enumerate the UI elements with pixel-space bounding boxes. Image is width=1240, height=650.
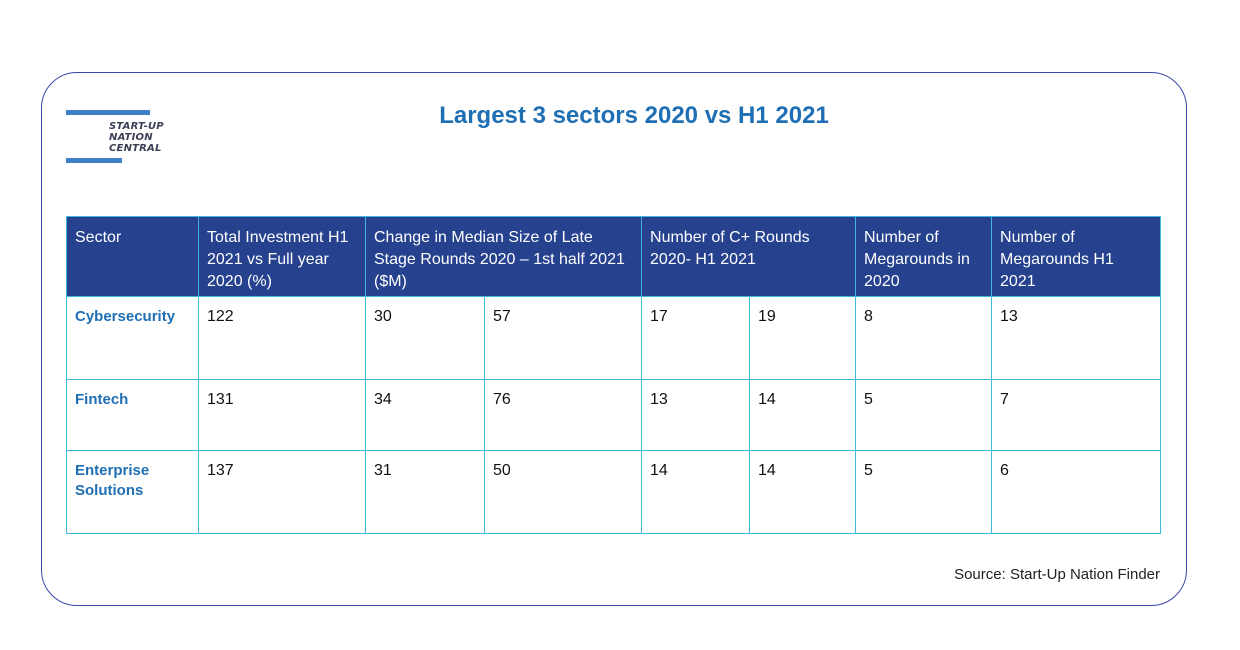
header-c-plus-rounds: Number of C+ Rounds 2020- H1 2021 xyxy=(641,216,857,297)
source-note: Source: Start-Up Nation Finder xyxy=(954,566,1160,583)
startup-nation-central-logo: START-UP NATION CENTRAL xyxy=(66,110,186,166)
table-cell: 14 xyxy=(641,450,751,534)
table-cell: 19 xyxy=(749,296,857,380)
logo-bar-top xyxy=(66,110,150,115)
sectors-table: Sector Total Investment H1 2021 vs Full … xyxy=(66,216,1162,534)
table-cell: 13 xyxy=(641,379,751,451)
header-median-size-change: Change in Median Size of Late Stage Roun… xyxy=(364,216,643,297)
table-cell: 76 xyxy=(483,379,643,451)
table-cell: 30 xyxy=(365,296,485,380)
sector-cell: Enterprise Solutions xyxy=(66,450,199,534)
logo-line-2: NATION xyxy=(109,132,153,143)
table-row: Cybersecurity 122 30 57 17 19 8 13 xyxy=(66,296,1162,380)
table-cell: 13 xyxy=(991,296,1162,380)
table-cell: 17 xyxy=(641,296,751,380)
table-cell: 6 xyxy=(991,450,1162,534)
table-cell: 14 xyxy=(749,379,857,451)
table-cell: 8 xyxy=(855,296,993,380)
sector-cell: Fintech xyxy=(66,379,199,451)
table-cell: 131 xyxy=(198,379,366,451)
table-cell: 34 xyxy=(365,379,485,451)
header-megarounds-h1-2021: Number of Megarounds H1 2021 xyxy=(991,216,1162,297)
chart-title: Largest 3 sectors 2020 vs H1 2021 xyxy=(439,102,829,129)
table-cell: 31 xyxy=(365,450,485,534)
logo-line-3: CENTRAL xyxy=(109,143,162,154)
logo-bar-bottom xyxy=(66,158,122,163)
table-cell: 7 xyxy=(991,379,1162,451)
header-total-investment: Total Investment H1 2021 vs Full year 20… xyxy=(198,216,366,297)
table-cell: 14 xyxy=(749,450,857,534)
table-cell: 50 xyxy=(483,450,643,534)
table-cell: 5 xyxy=(855,450,993,534)
header-megarounds-2020: Number of Megarounds in 2020 xyxy=(855,216,993,297)
table-cell: 137 xyxy=(198,450,366,534)
table-row: Enterprise Solutions 137 31 50 14 14 5 6 xyxy=(66,450,1162,534)
table-cell: 5 xyxy=(855,379,993,451)
logo-text: START-UP NATION CENTRAL xyxy=(109,121,164,154)
logo-line-1: START-UP xyxy=(109,121,164,132)
header-row: Sector Total Investment H1 2021 vs Full … xyxy=(66,216,1162,297)
header-sector: Sector xyxy=(66,216,199,297)
table-row: Fintech 131 34 76 13 14 5 7 xyxy=(66,379,1162,451)
sector-cell: Cybersecurity xyxy=(66,296,199,380)
table-cell: 122 xyxy=(198,296,366,380)
table-cell: 57 xyxy=(483,296,643,380)
